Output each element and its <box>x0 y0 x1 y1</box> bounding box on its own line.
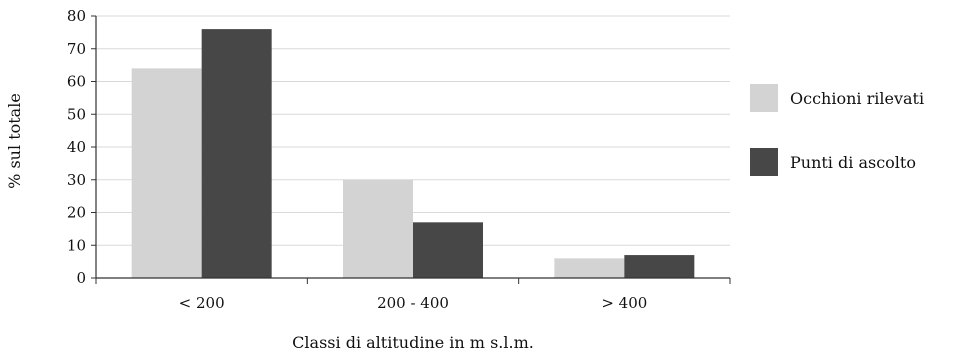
axes <box>91 15 731 284</box>
y-axis-title: % sul totale <box>5 93 24 189</box>
legend: Occhioni rilevati Punti di ascolto <box>750 84 924 176</box>
y-tick-labels: 0 10 20 30 40 50 60 70 80 <box>67 7 86 287</box>
x-tick-label: 200 - 400 <box>377 294 449 312</box>
bars <box>131 29 695 279</box>
legend-label: Occhioni rilevati <box>790 89 924 108</box>
y-tick-label: 70 <box>67 40 86 58</box>
y-tick-label: 50 <box>67 105 86 123</box>
legend-swatch <box>750 148 778 176</box>
legend-label: Punti di ascolto <box>790 153 916 172</box>
bar-occhioni-rilevati <box>554 258 625 278</box>
y-tick-label: 60 <box>67 73 86 91</box>
y-tick-label: 40 <box>67 138 86 156</box>
y-tick-label: 80 <box>67 7 86 25</box>
bar-occhioni-rilevati <box>343 179 413 278</box>
bar-punti-di-ascolto <box>624 255 695 278</box>
y-tick-label: 20 <box>67 204 86 222</box>
x-tick-label: > 400 <box>601 294 647 312</box>
bar-punti-di-ascolto <box>201 29 272 278</box>
x-tick-labels: < 200 200 - 400 > 400 <box>179 294 648 312</box>
y-tick-label: 10 <box>67 236 86 254</box>
x-axis-title: Classi di altitudine in m s.l.m. <box>292 333 534 352</box>
legend-swatch <box>750 84 778 112</box>
y-tick-label: 30 <box>67 171 86 189</box>
x-tick-label: < 200 <box>179 294 225 312</box>
bar-occhioni-rilevati <box>131 68 202 279</box>
y-tick-label: 0 <box>76 269 86 287</box>
bar-punti-di-ascolto <box>413 222 483 278</box>
